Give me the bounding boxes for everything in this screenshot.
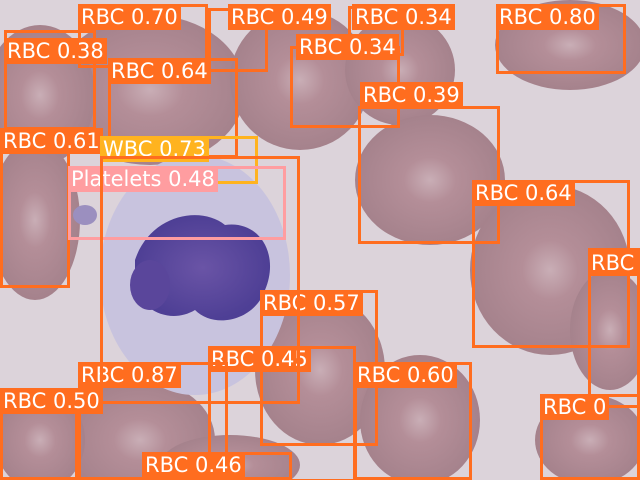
detection-label: RBC 0.87 xyxy=(78,362,181,388)
detection-label: RBC 0.50 xyxy=(0,388,103,414)
detection-label: RBC 0.38 xyxy=(4,38,107,64)
detection-box xyxy=(100,156,300,404)
detection-label: RBC 0.64 xyxy=(472,180,575,206)
detection-label: RBC 0.61 xyxy=(0,128,103,154)
detection-label: RBC 0 xyxy=(540,394,610,420)
detection-label: Platelets 0.48 xyxy=(68,166,218,192)
detection-label: RBC 0.39 xyxy=(360,82,463,108)
detection-box xyxy=(588,248,640,408)
detection-label: RBC 0.64 xyxy=(108,58,211,84)
detection-label: RBC xyxy=(588,250,638,276)
detection-label: RBC 0.34 xyxy=(296,34,399,60)
detection-label: RBC 0.45 xyxy=(208,346,311,372)
detection-label: RBC 0.34 xyxy=(352,4,455,30)
detection-label: RBC 0.57 xyxy=(260,290,363,316)
detection-label: RBC 0.70 xyxy=(78,4,181,30)
detection-label: RBC 0.49 xyxy=(228,4,331,30)
detection-label: RBC 0.60 xyxy=(354,362,457,388)
white-blood-cell xyxy=(100,155,290,395)
detection-label: RBC 0.46 xyxy=(142,452,245,478)
detection-label: RBC 0.80 xyxy=(496,4,599,30)
platelet xyxy=(73,205,97,225)
